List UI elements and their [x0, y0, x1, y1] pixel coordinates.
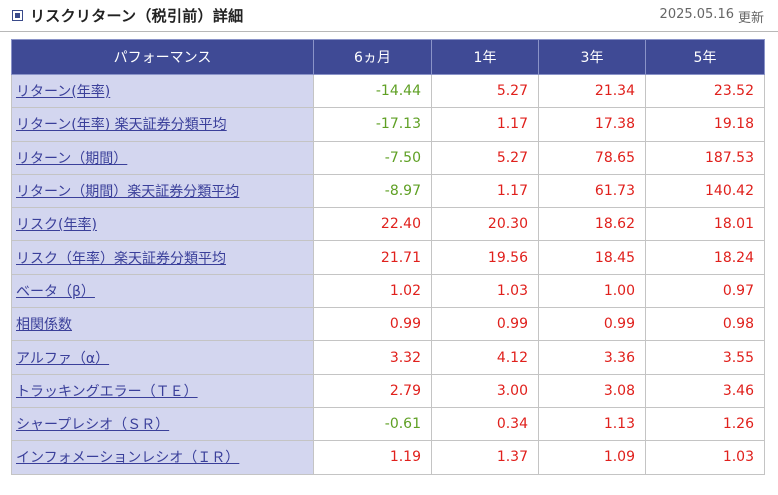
- value-cell: -0.61: [313, 406, 432, 442]
- value-cell: 3.55: [645, 340, 765, 375]
- square-bullet-icon: [12, 10, 23, 21]
- value-cell: -8.97: [313, 173, 432, 209]
- row-label-cell: アルファ（α）: [11, 340, 314, 375]
- row-label-cell: リターン（期間）楽天証券分類平均: [11, 173, 314, 209]
- table-row: リスク（年率）楽天証券分類平均 21.71 19.56 18.45 18.24: [11, 240, 765, 275]
- row-label-cell: 相関係数: [11, 307, 314, 342]
- row-label-link[interactable]: インフォメーションレシオ（ＩＲ）: [16, 450, 240, 467]
- value-cell: 20.30: [431, 207, 539, 242]
- title-wrap: リスクリターン（税引前）詳細: [12, 5, 243, 26]
- row-label-link[interactable]: アルファ（α）: [16, 350, 110, 367]
- value-cell: 1.26: [645, 406, 765, 442]
- value-cell: 21.34: [538, 73, 646, 109]
- row-label-link[interactable]: リターン(年率): [16, 84, 111, 101]
- value-cell: 19.56: [431, 240, 539, 275]
- table-row: リスク(年率) 22.40 20.30 18.62 18.01: [11, 207, 765, 242]
- row-label-link[interactable]: リターン(年率) 楽天証券分類平均: [16, 117, 227, 134]
- value-cell: -14.44: [313, 73, 432, 109]
- row-label-cell: インフォメーションレシオ（ＩＲ）: [11, 440, 314, 475]
- column-header: 1年: [431, 39, 539, 75]
- value-cell: 4.12: [431, 340, 539, 375]
- value-cell: 18.45: [538, 240, 646, 275]
- value-cell: 5.27: [431, 73, 539, 109]
- column-header: パフォーマンス: [11, 39, 314, 75]
- value-cell: 3.32: [313, 340, 432, 375]
- table-row: リターン（期間） -7.50 5.27 78.65 187.53: [11, 140, 765, 175]
- value-cell: 0.97: [645, 273, 765, 309]
- row-label-cell: トラッキングエラー（ＴＥ）: [11, 373, 314, 408]
- table-header-row: パフォーマンス 6ヵ月 1年 3年 5年: [11, 39, 765, 75]
- updated-info: 2025.05.16 更新: [660, 7, 764, 26]
- column-header: 6ヵ月: [313, 39, 432, 75]
- value-cell: 18.01: [645, 207, 765, 242]
- value-cell: 1.13: [538, 406, 646, 442]
- value-cell: 1.19: [313, 440, 432, 475]
- row-label-cell: リスク(年率): [11, 207, 314, 242]
- value-cell: 3.36: [538, 340, 646, 375]
- value-cell: 1.02: [313, 273, 432, 309]
- value-cell: 17.38: [538, 107, 646, 142]
- row-label-link[interactable]: リスク（年率）楽天証券分類平均: [16, 250, 226, 267]
- row-label-link[interactable]: 相関係数: [16, 317, 72, 334]
- value-cell: 2.79: [313, 373, 432, 408]
- value-cell: -17.13: [313, 107, 432, 142]
- value-cell: 3.46: [645, 373, 765, 408]
- value-cell: 1.00: [538, 273, 646, 309]
- value-cell: 61.73: [538, 173, 646, 209]
- value-cell: 1.37: [431, 440, 539, 475]
- value-cell: 3.08: [538, 373, 646, 408]
- row-label-link[interactable]: シャープレシオ（ＳＲ）: [16, 417, 170, 434]
- value-cell: 1.17: [431, 107, 539, 142]
- value-cell: 21.71: [313, 240, 432, 275]
- table-row: 相関係数 0.99 0.99 0.99 0.98: [11, 307, 765, 342]
- table-body: リターン(年率) -14.44 5.27 21.34 23.52 リターン(年率) 楽天証…: [11, 73, 765, 475]
- row-label-link[interactable]: リスク(年率): [16, 217, 97, 234]
- row-label-cell: ベータ（β）: [11, 273, 314, 309]
- row-label-link[interactable]: トラッキングエラー（ＴＥ）: [16, 383, 198, 400]
- value-cell: 0.99: [538, 307, 646, 342]
- value-cell: 140.42: [645, 173, 765, 209]
- updated-date: 2025.05.16: [659, 7, 734, 22]
- value-cell: 187.53: [645, 140, 765, 175]
- row-label-cell: リターン(年率) 楽天証券分類平均: [11, 107, 314, 142]
- row-label-cell: リスク（年率）楽天証券分類平均: [11, 240, 314, 275]
- risk-return-table: パフォーマンス 6ヵ月 1年 3年 5年 リターン(年率) -14.44 5.27 2…: [11, 39, 765, 475]
- row-label-link[interactable]: リターン（期間）: [16, 150, 128, 167]
- updated-label: 更新: [737, 11, 764, 26]
- row-label-cell: シャープレシオ（ＳＲ）: [11, 406, 314, 442]
- table-row: リターン（期間）楽天証券分類平均 -8.97 1.17 61.73 140.42: [11, 173, 765, 209]
- table-row: リターン(年率) -14.44 5.27 21.34 23.52: [11, 73, 765, 109]
- value-cell: 3.00: [431, 373, 539, 408]
- row-label-link[interactable]: ベータ（β）: [16, 283, 95, 300]
- value-cell: 0.99: [313, 307, 432, 342]
- table-row: シャープレシオ（ＳＲ） -0.61 0.34 1.13 1.26: [11, 406, 765, 442]
- section-header: リスクリターン（税引前）詳細 2025.05.16 更新: [0, 0, 778, 32]
- value-cell: 22.40: [313, 207, 432, 242]
- column-header: 5年: [645, 39, 765, 75]
- value-cell: 78.65: [538, 140, 646, 175]
- row-label-cell: リターン(年率): [11, 73, 314, 109]
- row-label-cell: リターン（期間）: [11, 140, 314, 175]
- table-row: ベータ（β） 1.02 1.03 1.00 0.97: [11, 273, 765, 309]
- value-cell: -7.50: [313, 140, 432, 175]
- section-title: リスクリターン（税引前）詳細: [30, 7, 244, 25]
- value-cell: 0.99: [431, 307, 539, 342]
- row-label-link[interactable]: リターン（期間）楽天証券分類平均: [16, 184, 240, 201]
- table-row: インフォメーションレシオ（ＩＲ） 1.19 1.37 1.09 1.03: [11, 440, 765, 475]
- value-cell: 1.03: [431, 273, 539, 309]
- value-cell: 5.27: [431, 140, 539, 175]
- value-cell: 1.17: [431, 173, 539, 209]
- value-cell: 0.98: [645, 307, 765, 342]
- value-cell: 0.34: [431, 406, 539, 442]
- value-cell: 19.18: [645, 107, 765, 142]
- table-row: リターン(年率) 楽天証券分類平均 -17.13 1.17 17.38 19.18: [11, 107, 765, 142]
- value-cell: 1.09: [538, 440, 646, 475]
- value-cell: 18.62: [538, 207, 646, 242]
- table-row: アルファ（α） 3.32 4.12 3.36 3.55: [11, 340, 765, 375]
- value-cell: 18.24: [645, 240, 765, 275]
- value-cell: 1.03: [645, 440, 765, 475]
- table-row: トラッキングエラー（ＴＥ） 2.79 3.00 3.08 3.46: [11, 373, 765, 408]
- column-header: 3年: [538, 39, 646, 75]
- value-cell: 23.52: [645, 73, 765, 109]
